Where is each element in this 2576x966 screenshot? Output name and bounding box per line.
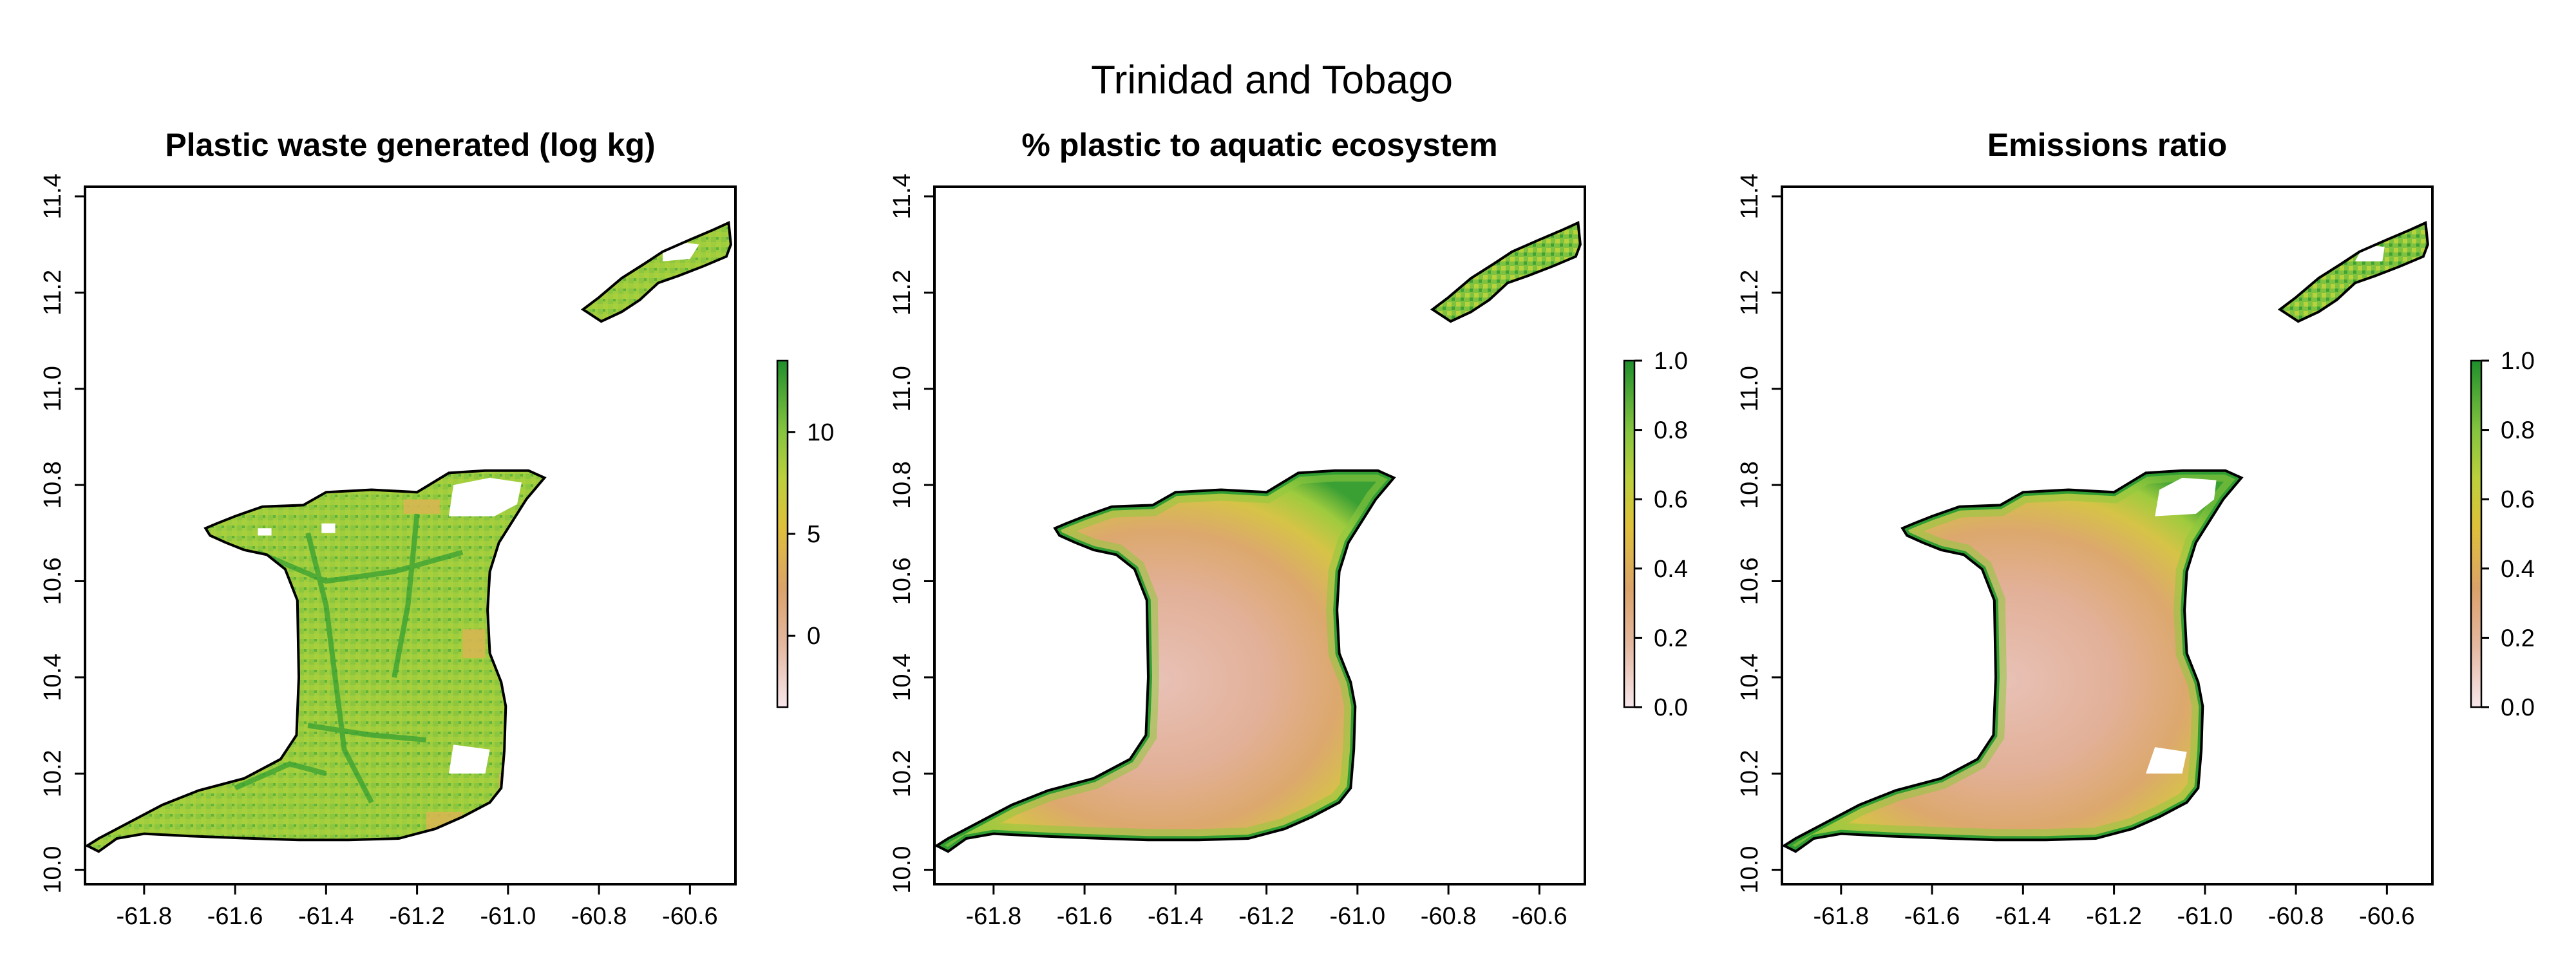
- y-tick-label: 10.8: [39, 461, 66, 509]
- legend-tick-label: 0.0: [1654, 694, 1688, 721]
- map-panel-3: Emissions ratio -61.8 -61.6 -61.4 -61.2 -61.0…: [1736, 127, 2535, 930]
- legend-tick-label: 0.4: [1654, 556, 1688, 583]
- y-tick-label: 10.6: [889, 557, 916, 605]
- legend-ramp: [2470, 359, 2483, 708]
- x-tick-label: -61.8: [1814, 903, 1870, 930]
- land-raster: [87, 223, 731, 852]
- legend-ramp: [776, 359, 789, 708]
- legend-colorbar: 10 5 0: [776, 359, 834, 708]
- y-tick-label: 11.2: [889, 270, 916, 316]
- legend-tick-label: 0.6: [2501, 486, 2535, 513]
- legend-tick-label: 0.4: [2501, 556, 2535, 583]
- y-tick-label: 10.0: [1736, 846, 1763, 894]
- x-tick-label: -60.8: [571, 903, 627, 930]
- legend-ramp: [1623, 359, 1636, 708]
- y-tick-label: 10.6: [1736, 557, 1763, 605]
- legend-tick-label: 0.2: [1654, 625, 1688, 652]
- legend-tick-label: 0.0: [2501, 694, 2535, 721]
- legend-tick-label: 5: [807, 521, 820, 548]
- trinidad-outline: [84, 469, 547, 853]
- y-tick-label: 10.8: [1736, 461, 1763, 509]
- x-tick-label: -61.6: [1057, 903, 1113, 930]
- legend-tick-label: 0.6: [1654, 486, 1688, 513]
- legend-tick-label: 0.8: [1654, 417, 1688, 444]
- x-tick-label: -60.6: [1511, 903, 1567, 930]
- y-tick-label: 10.0: [39, 846, 66, 894]
- legend-tick-label: 1.0: [2501, 348, 2535, 375]
- y-tick-label: 11.4: [39, 173, 66, 219]
- legend-colorbar: 1.0 0.8 0.6 0.4 0.2 0.0: [1623, 348, 1688, 721]
- y-tick-label: 10.0: [889, 846, 916, 894]
- legend-tick-label: 1.0: [1654, 348, 1688, 375]
- panel-title: % plastic to aquatic ecosystem: [1021, 127, 1497, 163]
- x-tick-label: -61.2: [2086, 903, 2142, 930]
- y-tick-label: 11.2: [1736, 270, 1763, 316]
- plot-frame: [1781, 185, 2434, 886]
- x-tick-label: -61.0: [480, 903, 536, 930]
- y-tick-label: 10.4: [889, 654, 916, 701]
- legend-tick-label: 0.2: [2501, 625, 2535, 652]
- y-tick-label: 10.4: [1736, 654, 1763, 701]
- panel-title: Emissions ratio: [1987, 127, 2227, 163]
- x-tick-label: -60.8: [2268, 903, 2324, 930]
- x-tick-label: -60.6: [662, 903, 718, 930]
- map-panel-2: % plastic to aquatic ecosystem -61.8 -61.6…: [889, 127, 1688, 930]
- x-tick-label: -61.4: [1148, 903, 1204, 930]
- trinidad-outline: [934, 469, 1396, 853]
- y-tick-label: 10.4: [39, 654, 66, 701]
- y-tick-label: 11.4: [1736, 173, 1763, 219]
- trinidad-outline: [1781, 469, 2244, 853]
- land-raster: [936, 223, 1580, 852]
- x-tick-label: -60.6: [2359, 903, 2415, 930]
- x-tick-label: -61.2: [389, 903, 445, 930]
- plot-frame: [84, 185, 737, 886]
- y-tick-label: 10.8: [889, 461, 916, 509]
- legend-tick-label: 0: [807, 623, 820, 650]
- map-panels: Plastic waste generated (log kg) -61.8 -61…: [39, 127, 2535, 930]
- y-tick-label: 11.0: [1736, 366, 1763, 412]
- y-tick-label: 11.0: [39, 366, 66, 412]
- tobago-outline: [1430, 221, 1582, 323]
- y-tick-label: 10.2: [39, 750, 66, 797]
- plot-frame: [933, 185, 1586, 886]
- x-tick-label: -61.0: [2177, 903, 2233, 930]
- figure-title: Trinidad and Tobago: [1091, 58, 1453, 102]
- y-tick-label: 10.2: [1736, 750, 1763, 797]
- tobago-outline: [580, 221, 732, 323]
- x-tick-label: -61.0: [1330, 903, 1386, 930]
- legend-colorbar: 1.0 0.8 0.6 0.4 0.2 0.0: [2470, 348, 2535, 721]
- x-tick-label: -61.6: [1904, 903, 1960, 930]
- dense-cells: [234, 513, 464, 804]
- legend-tick-label: 0.8: [2501, 417, 2535, 444]
- land-raster: [1784, 223, 2428, 852]
- y-tick-label: 11.0: [889, 366, 916, 412]
- x-tick-label: -61.4: [1995, 903, 2051, 930]
- y-tick-label: 10.6: [39, 557, 66, 605]
- legend-tick-label: 10: [807, 419, 834, 446]
- x-tick-label: -61.8: [966, 903, 1022, 930]
- map-panel-1: Plastic waste generated (log kg) -61.8 -61…: [39, 127, 834, 930]
- x-tick-label: -61.6: [207, 903, 263, 930]
- tobago-outline: [2277, 221, 2429, 323]
- x-tick-label: -61.4: [298, 903, 354, 930]
- panel-title: Plastic waste generated (log kg): [165, 127, 655, 163]
- raster-fill: [87, 223, 731, 852]
- x-tick-label: -60.8: [1421, 903, 1477, 930]
- y-tick-label: 11.4: [889, 173, 916, 219]
- y-tick-label: 11.2: [39, 270, 66, 316]
- x-tick-label: -61.2: [1238, 903, 1294, 930]
- y-tick-label: 10.2: [889, 750, 916, 797]
- x-tick-label: -61.8: [117, 903, 173, 930]
